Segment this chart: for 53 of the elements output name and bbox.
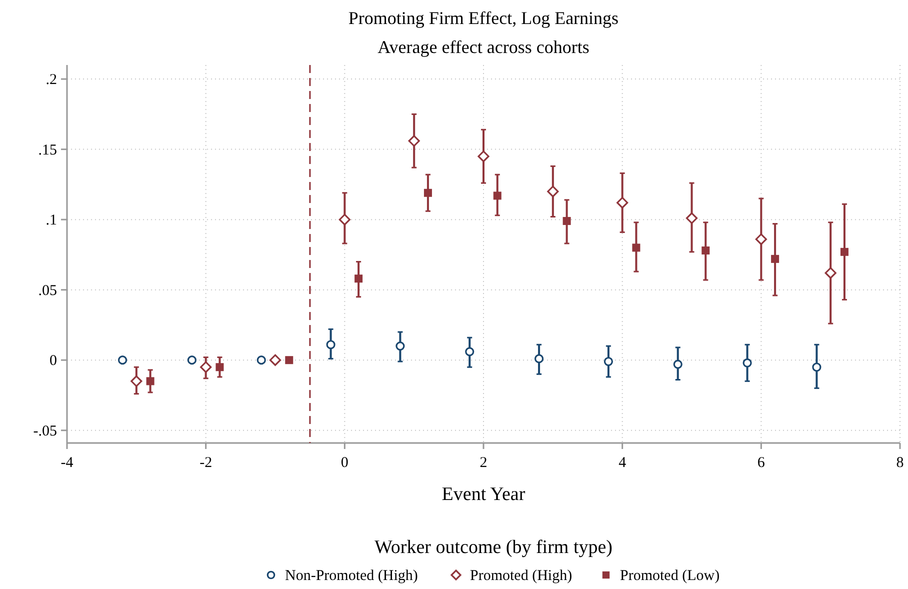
point <box>686 212 698 224</box>
x-tick-label: 0 <box>340 455 348 471</box>
chart-subtitle: Average effect across cohorts <box>378 37 590 57</box>
point <box>616 196 628 209</box>
y-tick-label: .1 <box>46 212 57 229</box>
y-tick-label: .15 <box>38 142 57 158</box>
point <box>354 274 363 283</box>
point <box>424 188 432 197</box>
point <box>478 150 490 162</box>
point <box>146 377 154 386</box>
point <box>285 356 294 364</box>
point <box>465 347 474 356</box>
point <box>200 361 212 373</box>
y-tick-label: -.05 <box>33 423 57 440</box>
point <box>396 341 405 351</box>
point <box>269 354 282 366</box>
point <box>771 254 780 263</box>
point <box>187 356 196 365</box>
point <box>812 362 822 372</box>
point <box>118 356 128 365</box>
legend-label: Promoted (High) <box>470 568 572 584</box>
point <box>702 246 710 254</box>
point <box>547 186 559 198</box>
point <box>755 233 767 246</box>
legend-label: Promoted (Low) <box>620 568 720 584</box>
point <box>562 216 571 225</box>
legend-label: Non-Promoted (High) <box>285 568 418 584</box>
point <box>256 356 266 365</box>
point <box>408 135 420 147</box>
point <box>326 340 336 350</box>
y-tick-label: 0 <box>50 353 57 370</box>
point <box>534 354 544 364</box>
point <box>632 244 640 252</box>
point <box>673 360 682 369</box>
x-tick-label: 8 <box>896 455 904 471</box>
point <box>742 358 752 368</box>
x-tick-label: 2 <box>480 455 488 471</box>
legend-title: Worker outcome (by firm type) <box>374 537 613 558</box>
point <box>338 214 350 226</box>
x-tick-label: 4 <box>618 455 627 471</box>
x-axis-title: Event Year <box>442 484 526 505</box>
x-tick-label: -2 <box>200 455 212 471</box>
y-tick-label: .2 <box>46 72 57 88</box>
point <box>840 248 848 256</box>
point <box>604 356 613 366</box>
chart-title: Promoting Firm Effect, Log Earnings <box>348 8 619 28</box>
x-tick-label: -4 <box>60 455 74 471</box>
y-tick-label: .05 <box>38 282 57 299</box>
point <box>130 375 142 387</box>
point <box>216 363 224 372</box>
point <box>824 267 836 279</box>
x-tick-label: 6 <box>757 455 766 471</box>
point <box>493 192 502 200</box>
